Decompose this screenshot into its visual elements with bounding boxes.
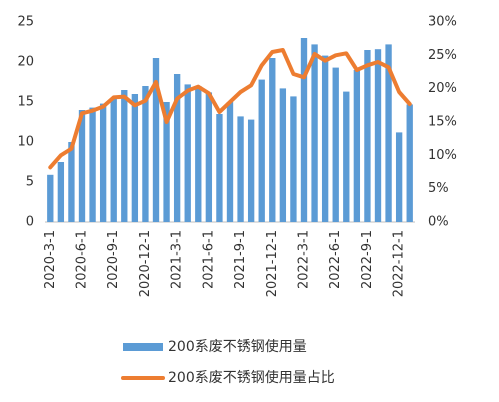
legend-label: 200系废不锈钢使用量占比 <box>168 369 335 386</box>
y-tick-label: 10 <box>17 135 34 150</box>
bar <box>406 104 413 222</box>
bar <box>68 142 75 222</box>
bar <box>226 102 234 222</box>
bar <box>142 86 149 222</box>
x-tick-label: 2021-12-1 <box>265 230 280 297</box>
x-tick-label: 2020-6-1 <box>75 230 90 289</box>
bar <box>385 44 392 223</box>
y-tick-label: 20 <box>17 55 34 70</box>
bar <box>131 94 139 222</box>
bar <box>173 74 181 222</box>
y-tick-label: 5 <box>26 175 34 190</box>
bar <box>353 70 361 222</box>
bar <box>321 55 329 222</box>
x-tick-label: 2021-9-1 <box>233 230 248 289</box>
y2-tick-label: 5% <box>428 181 449 196</box>
y-tick-label: 25 <box>17 15 34 30</box>
bar <box>47 174 54 222</box>
bar <box>237 116 244 222</box>
x-tick-label: 2021-6-1 <box>201 230 216 289</box>
bar <box>332 67 339 222</box>
x-tick-label: 2020-9-1 <box>106 230 121 289</box>
bar <box>364 50 371 222</box>
y2-tick-label: 15% <box>428 115 457 130</box>
bar <box>279 88 287 223</box>
bar <box>216 114 223 222</box>
y-tick-label: 0 <box>26 215 34 230</box>
bar <box>395 132 403 222</box>
bar <box>184 84 191 223</box>
bar <box>205 92 213 223</box>
bar <box>163 102 170 222</box>
y2-tick-label: 20% <box>428 81 457 96</box>
x-tick-label: 2021-3-1 <box>170 230 185 289</box>
y2-tick-label: 0% <box>428 215 449 230</box>
x-tick-label: 2020-12-1 <box>138 230 153 297</box>
bar <box>343 91 350 222</box>
x-tick-label: 2022-3-1 <box>297 230 312 289</box>
x-tick-label: 2022-9-1 <box>360 230 375 289</box>
bar <box>311 44 318 223</box>
bar <box>195 86 202 222</box>
bar <box>99 103 107 222</box>
bar <box>290 96 297 222</box>
bar <box>110 98 117 222</box>
bar <box>247 119 255 222</box>
legend-label: 200系废不锈钢使用量 <box>168 338 307 355</box>
bar <box>258 79 265 222</box>
bar <box>121 90 128 222</box>
y2-tick-label: 25% <box>428 48 457 63</box>
y2-tick-label: 30% <box>428 15 457 30</box>
x-tick-label: 2022-12-1 <box>392 230 407 297</box>
x-tick-label: 2022-6-1 <box>328 230 343 289</box>
bar <box>89 107 96 222</box>
x-tick-label: 2020-3-1 <box>43 230 58 289</box>
bar <box>374 49 382 223</box>
bar <box>57 162 65 222</box>
bar <box>78 110 86 222</box>
line <box>48 48 412 170</box>
y-tick-label: 15 <box>17 95 34 110</box>
bar <box>300 38 308 222</box>
legend-swatch <box>123 343 163 351</box>
bar <box>269 58 276 222</box>
y2-tick-label: 10% <box>428 148 457 163</box>
bar <box>152 58 160 222</box>
